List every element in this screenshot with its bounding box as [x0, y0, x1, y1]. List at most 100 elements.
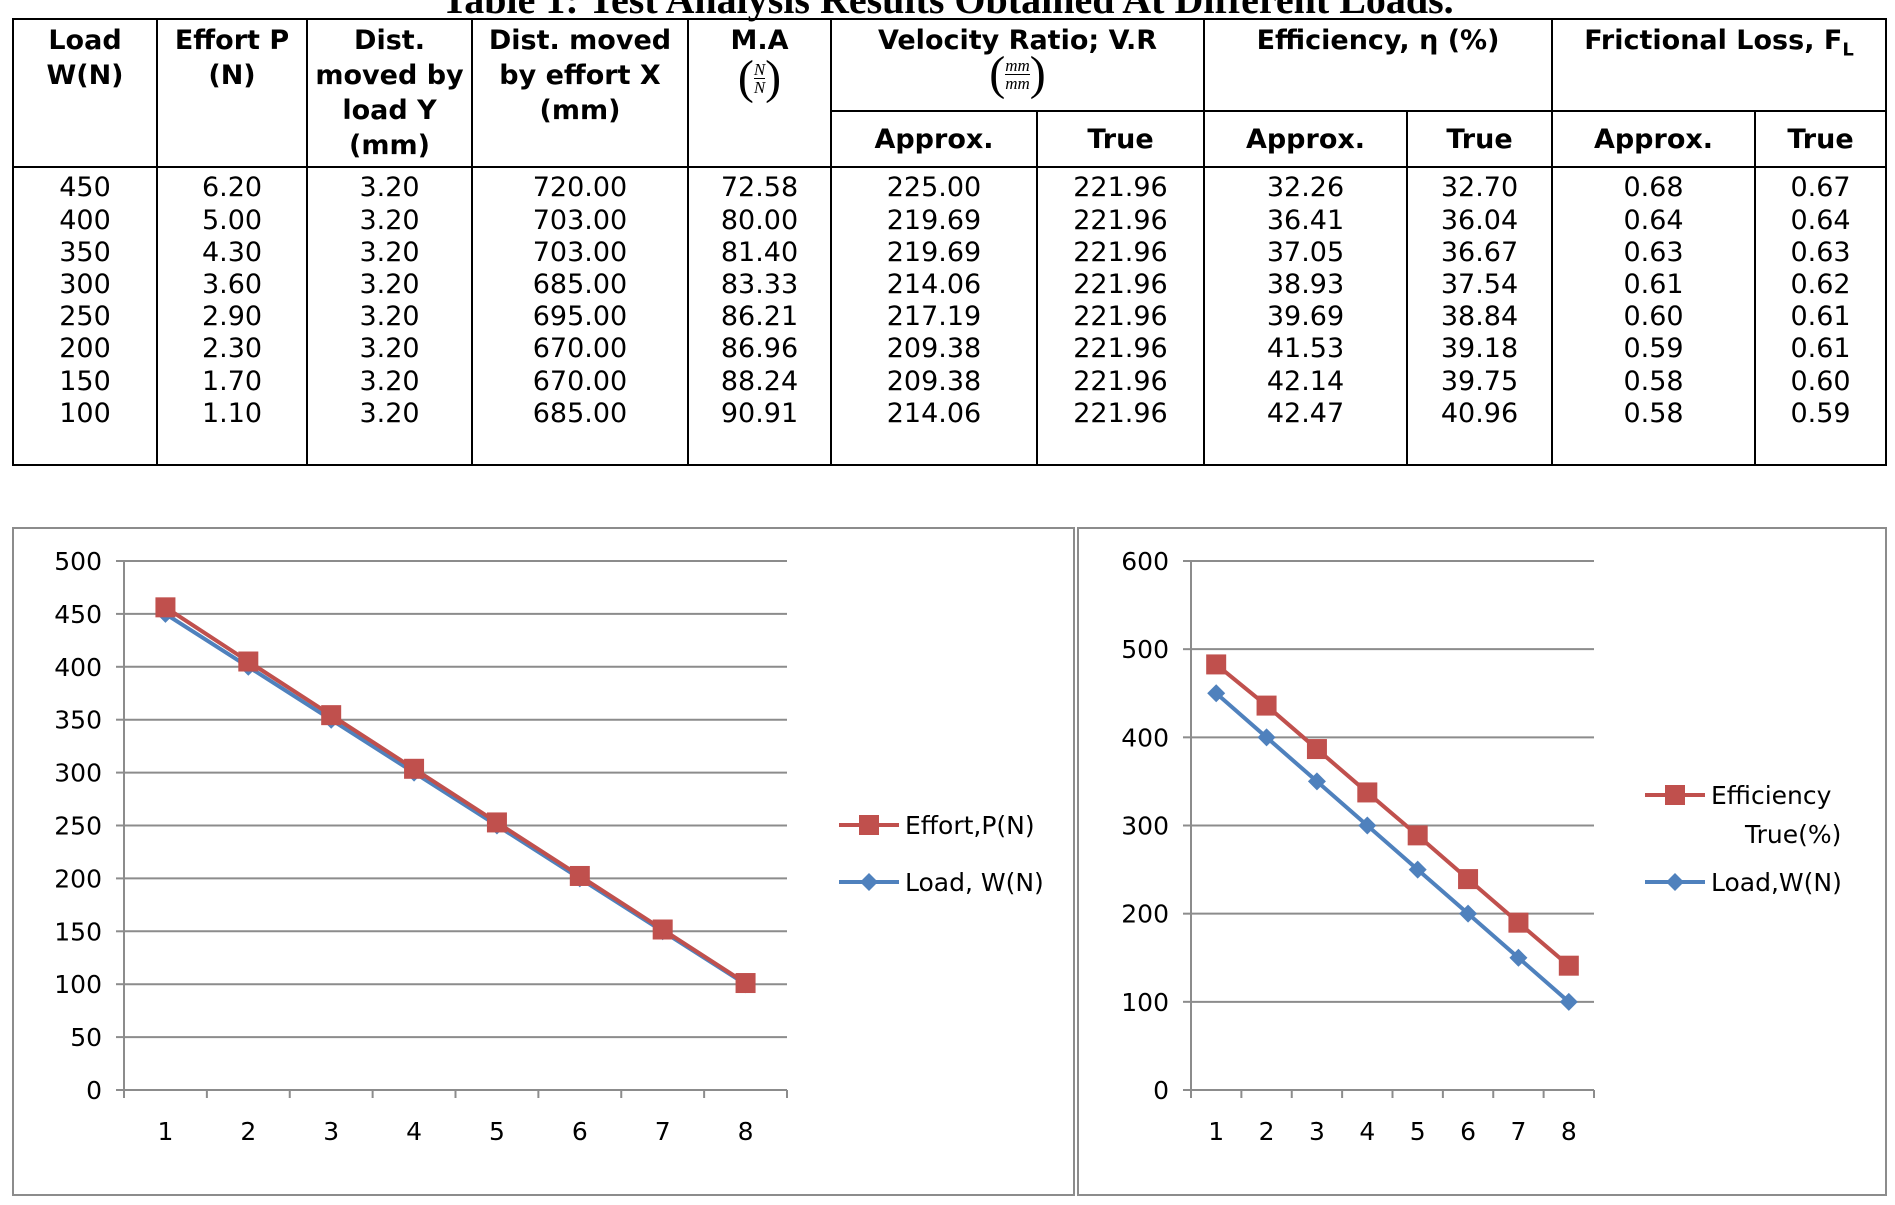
- header-dist-effort: Dist. moved by effort X (mm): [471, 18, 689, 168]
- table-cell-empty: [12, 430, 158, 466]
- y-tick-label: 200: [54, 864, 102, 893]
- x-tick-label: 6: [1460, 1117, 1476, 1146]
- table-cell: 36.41: [1203, 204, 1408, 237]
- table-cell: 39.75: [1406, 365, 1553, 398]
- y-tick-label: 450: [54, 600, 102, 629]
- table-cell-empty: [1551, 430, 1756, 466]
- data-point: [735, 973, 756, 994]
- series-line: [164, 605, 747, 985]
- header-ma-unit: (N N): [737, 51, 782, 104]
- table-cell: 39.69: [1203, 301, 1408, 334]
- data-point: [1407, 825, 1428, 846]
- data-point: [1207, 684, 1226, 703]
- efficiency-load-chart: 0 100 200 300 400 500 600 1 2 3 4 5 6 7 8 Efficiency Tru…: [1121, 547, 1842, 1146]
- page-title: Table 1: Test Analysis Results Obtained …: [0, 0, 1895, 23]
- effort-load-chart: 0 50 100 150 200 250 300 350 400 450 500 1 2 3 4 5 6 7 8 Ef…: [54, 547, 1044, 1146]
- data-point: [1508, 912, 1529, 933]
- table-cell: 221.96: [1036, 167, 1205, 205]
- table-cell: 0.61: [1754, 301, 1887, 334]
- header-ma-label: M.A: [730, 25, 789, 56]
- table-row: 200 2.30 3.20 670.00 86.96 209.38 221.96 41.53 3…: [12, 333, 1887, 366]
- table-cell: 0.63: [1551, 236, 1756, 269]
- table-cell: 100: [12, 397, 158, 430]
- table-cell: 0.59: [1754, 397, 1887, 430]
- table-cell: 0.67: [1754, 167, 1887, 205]
- x-tick-label: 5: [1410, 1117, 1426, 1146]
- y-tick-label: 600: [1121, 547, 1169, 576]
- table-cell: 42.47: [1203, 397, 1408, 430]
- y-tick-label: 0: [86, 1076, 102, 1105]
- data-point: [1307, 772, 1326, 791]
- data-point: [404, 758, 425, 779]
- table-cell: 3.20: [306, 204, 473, 237]
- y-tick-label: 0: [1153, 1076, 1169, 1105]
- table-cell: 1.70: [156, 365, 308, 398]
- table-row: 100 1.10 3.20 685.00 90.91 214.06 221.96 42.47 4…: [12, 397, 1887, 430]
- table-cell: 3.60: [156, 268, 308, 302]
- table-cell: 36.04: [1406, 204, 1553, 237]
- table-cell: 90.91: [687, 397, 832, 430]
- table-cell: 36.67: [1406, 236, 1553, 269]
- table-row: 300 3.60 3.20 685.00 83.33 214.06 221.96 38.93 3…: [12, 268, 1887, 302]
- table-cell: 150: [12, 365, 158, 398]
- table-cell: 41.53: [1203, 333, 1408, 366]
- table-cell: 219.69: [830, 204, 1038, 237]
- header-vr-unit: (mm mm): [989, 47, 1046, 100]
- y-tick-label: 300: [1121, 812, 1169, 841]
- header-fl-subscript: L: [1842, 39, 1854, 61]
- table-cell: 0.60: [1754, 365, 1887, 398]
- x-tick-label: 5: [489, 1117, 505, 1146]
- table-cell: 38.93: [1203, 268, 1408, 302]
- y-tick-label: 200: [1121, 900, 1169, 929]
- table-row: 450 6.20 3.20 720.00 72.58 225.00 221.96 32.26 3…: [12, 167, 1887, 205]
- table-cell: 37.54: [1406, 268, 1553, 302]
- header-fl-true: True: [1754, 110, 1887, 168]
- data-point: [1509, 948, 1528, 967]
- data-point: [1256, 695, 1277, 716]
- table-cell: 209.38: [830, 365, 1038, 398]
- table-cell: 81.40: [687, 236, 832, 269]
- data-point: [1357, 782, 1378, 803]
- table-cell: 0.61: [1754, 333, 1887, 366]
- table-cell-empty: [471, 430, 689, 466]
- table-cell: 6.20: [156, 167, 308, 205]
- table-cell: 221.96: [1036, 236, 1205, 269]
- table-cell: 703.00: [471, 204, 689, 237]
- table-row: 400 5.00 3.20 703.00 80.00 219.69 221.96 36.41 3…: [12, 204, 1887, 237]
- table-cell: 72.58: [687, 167, 832, 205]
- ma-unit-numerator: N: [753, 59, 766, 79]
- table-cell: 40.96: [1406, 397, 1553, 430]
- legend-entry: Efficiency True(%): [1645, 781, 1841, 849]
- table-cell: 209.38: [830, 333, 1038, 366]
- data-point: [1358, 816, 1377, 835]
- legend-entry: Effort,P(N): [839, 811, 1035, 840]
- header-fl-label: Frictional Loss, F: [1584, 25, 1843, 56]
- header-eff-true: True: [1406, 110, 1553, 168]
- table-cell: 4.30: [156, 236, 308, 269]
- header-ma: M.A (N N): [687, 18, 832, 168]
- data-point: [321, 705, 342, 726]
- x-tick-label: 7: [655, 1117, 671, 1146]
- data-point: [1459, 904, 1478, 923]
- table-cell: 214.06: [830, 268, 1038, 302]
- table-cell: 221.96: [1036, 204, 1205, 237]
- table-cell: 670.00: [471, 365, 689, 398]
- legend-label: Load,W(N): [1711, 868, 1842, 897]
- data-point: [1408, 860, 1427, 879]
- table-cell: 3.20: [306, 236, 473, 269]
- data-point: [1306, 739, 1327, 760]
- data-point: [1458, 869, 1479, 890]
- table-cell: 3.20: [306, 268, 473, 302]
- header-vr-approx: Approx.: [830, 110, 1038, 168]
- table-cell: 221.96: [1036, 333, 1205, 366]
- table-cell: 214.06: [830, 397, 1038, 430]
- table-cell: 695.00: [471, 301, 689, 334]
- table-cell: 32.26: [1203, 167, 1408, 205]
- x-tick-label: 6: [572, 1117, 588, 1146]
- table-cell: 88.24: [687, 365, 832, 398]
- data-point: [1206, 654, 1227, 675]
- table-cell: 3.20: [306, 301, 473, 334]
- efficiency-load-chart-panel: 0 100 200 300 400 500 600 1 2 3 4 5 6 7 8 Efficiency Tru…: [1077, 527, 1887, 1196]
- table-cell-empty: [306, 430, 473, 466]
- table-cell: 250: [12, 301, 158, 334]
